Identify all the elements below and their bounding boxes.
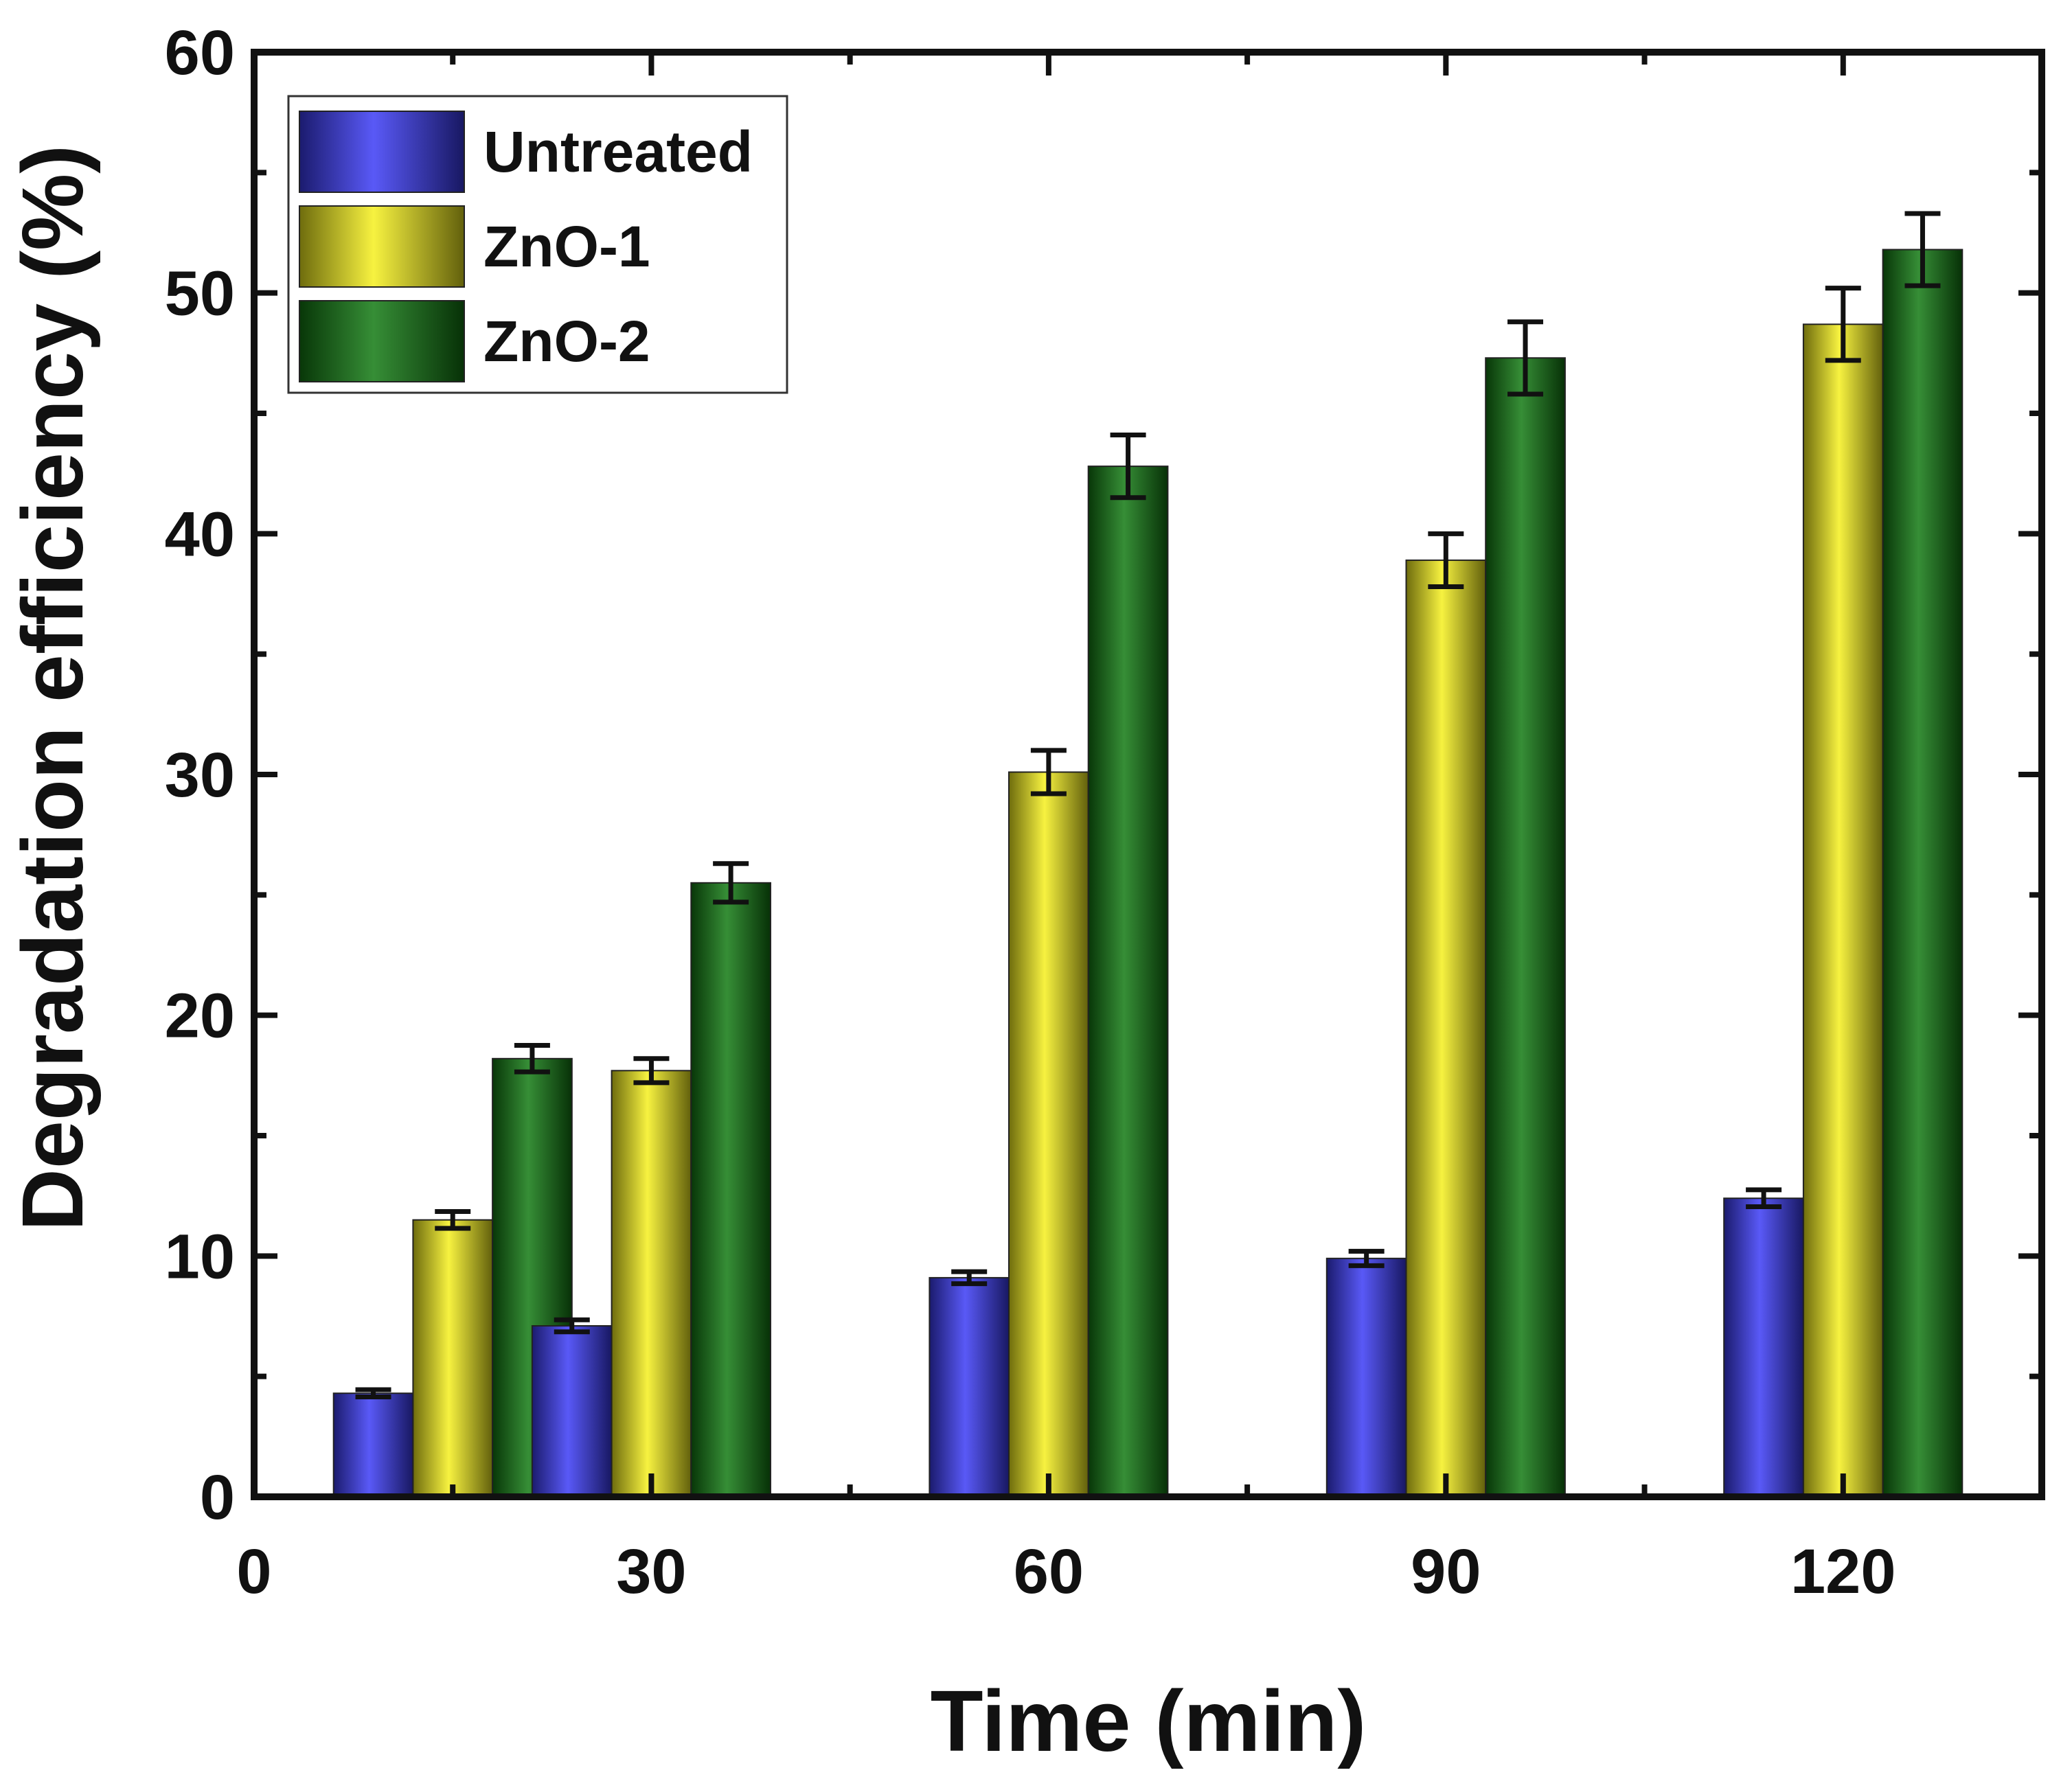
y-tick-label: 10: [165, 1221, 235, 1292]
y-tick-label: 20: [165, 981, 235, 1051]
legend-label-zno-2: ZnO-2: [483, 309, 650, 374]
error-bar-zno-2-15: [514, 1043, 550, 1075]
x-tick-label: 60: [1014, 1537, 1084, 1607]
x-tick-label: 0: [236, 1537, 271, 1607]
bar-untreated-120: [1723, 1197, 1804, 1497]
legend-swatch-untreated: [299, 111, 465, 193]
bar-untreated-90: [1325, 1257, 1407, 1498]
legend-swatch-zno-2: [299, 300, 465, 382]
error-bar-untreated-60: [951, 1269, 988, 1287]
bars-layer: [332, 249, 1963, 1498]
ticks-layer: [251, 49, 2045, 1500]
error-bar-zno-2-120: [1904, 211, 1941, 288]
legend-swatch-zno-1: [299, 205, 465, 288]
bar-zno-1-15: [412, 1219, 494, 1497]
error-bar-untreated-120: [1746, 1187, 1782, 1209]
tick-labels-layer: 0 10 20 30 40 50 60 0 30 60 90 120: [165, 18, 1896, 1607]
x-tick-label: 120: [1790, 1537, 1896, 1607]
y-tick-label: 30: [165, 740, 235, 810]
y-tick-label: 40: [165, 499, 235, 569]
bar-zno-2-30: [690, 882, 771, 1498]
error-bar-zno-2-90: [1507, 319, 1544, 397]
y-axis-title: Degradation efficiency (%): [4, 145, 101, 1231]
bar-zno-1-90: [1405, 559, 1487, 1497]
error-bar-zno-2-60: [1110, 433, 1146, 501]
x-tick-label: 30: [616, 1537, 686, 1607]
error-bar-zno-1-120: [1825, 286, 1861, 363]
error-bar-zno-1-90: [1428, 531, 1464, 589]
bar-zno-2-90: [1485, 357, 1566, 1497]
error-bar-zno-1-30: [633, 1056, 670, 1086]
x-tick-label: 90: [1411, 1537, 1481, 1607]
error-bar-untreated-90: [1348, 1248, 1385, 1268]
bar-zno-1-60: [1008, 771, 1089, 1497]
error-bars-layer: [355, 211, 1941, 1399]
bar-zno-2-60: [1087, 466, 1169, 1497]
legend: Untreated ZnO-1 ZnO-2: [287, 95, 788, 394]
bar-zno-1-30: [611, 1070, 692, 1498]
y-tick-label: 50: [165, 259, 235, 329]
legend-label-zno-1: ZnO-1: [483, 214, 650, 279]
error-bar-untreated-15: [355, 1387, 391, 1399]
error-bar-zno-1-60: [1030, 748, 1067, 796]
y-tick-label: 60: [165, 18, 235, 88]
legend-label-untreated: Untreated: [483, 119, 753, 184]
bar-zno-1-120: [1802, 323, 1884, 1497]
bar-untreated-60: [929, 1276, 1010, 1498]
bar-untreated-30: [531, 1325, 613, 1497]
y-tick-label: 0: [200, 1462, 235, 1533]
error-bar-zno-1-15: [435, 1208, 471, 1231]
bar-untreated-15: [332, 1392, 414, 1497]
bar-zno-2-120: [1882, 249, 1963, 1497]
error-bar-untreated-30: [554, 1317, 590, 1335]
error-bar-zno-2-30: [713, 861, 749, 905]
x-axis-title: Time (min): [931, 1673, 1367, 1769]
